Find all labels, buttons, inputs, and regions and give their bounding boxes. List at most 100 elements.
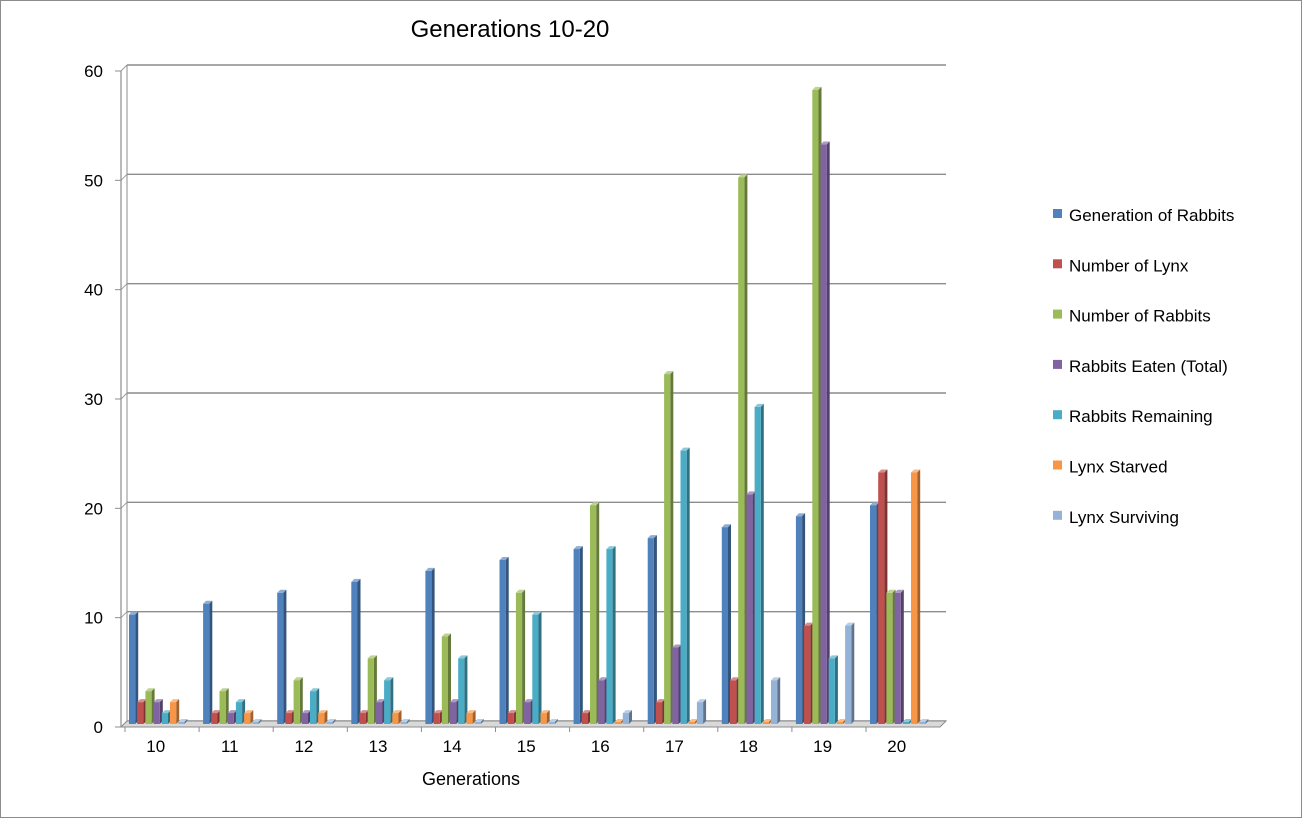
- bar: [804, 622, 814, 724]
- bar-top: [746, 491, 756, 495]
- bar-front: [458, 658, 465, 724]
- bar-front: [746, 494, 753, 724]
- bar-front: [310, 691, 317, 724]
- bar-top: [499, 557, 509, 560]
- bar-top: [310, 688, 320, 692]
- bar-front: [870, 505, 877, 724]
- bar: [285, 710, 295, 724]
- bar-side: [464, 655, 468, 724]
- bar-top: [515, 589, 526, 593]
- bar-side: [538, 611, 542, 724]
- bar: [441, 633, 451, 724]
- bar-front: [474, 722, 481, 724]
- bar: [367, 655, 377, 724]
- gridline-diag: [120, 611, 128, 619]
- bar-side: [834, 655, 838, 724]
- bar-top: [507, 710, 517, 714]
- bar: [795, 513, 806, 724]
- legend-swatch: [1053, 209, 1062, 218]
- bar-top: [730, 677, 740, 681]
- bar-side: [135, 611, 139, 724]
- bar: [318, 710, 328, 724]
- bar-top: [606, 546, 616, 550]
- bar-front: [581, 713, 588, 724]
- bar-top: [425, 567, 435, 571]
- bar: [137, 699, 147, 724]
- bar: [696, 699, 707, 724]
- bar-side: [209, 600, 213, 724]
- bar: [771, 677, 781, 724]
- bar-top: [458, 655, 468, 659]
- bar-side: [522, 589, 526, 724]
- bar-top: [235, 699, 246, 703]
- legend-item: Number of Lynx: [1053, 256, 1189, 275]
- bar: [894, 589, 904, 724]
- bar-top: [384, 677, 394, 681]
- bar: [664, 371, 674, 724]
- bar-side: [670, 371, 674, 724]
- bar: [425, 567, 435, 724]
- bar: [548, 719, 558, 724]
- legend-item: Generation of Rabbits: [1053, 206, 1234, 225]
- bar: [161, 710, 171, 724]
- bar-top: [137, 699, 147, 703]
- legend-item: Rabbits Remaining: [1053, 407, 1213, 426]
- bar-side: [826, 141, 830, 725]
- x-tick-label: 16: [591, 737, 610, 756]
- bar: [581, 710, 591, 724]
- y-tick-labels: 0 10 20 30 40 50 60: [84, 62, 103, 737]
- bar-front: [129, 614, 136, 724]
- bar-top: [301, 710, 311, 714]
- bar-side: [777, 677, 781, 724]
- bar-side: [505, 557, 509, 724]
- bar-side: [900, 589, 904, 724]
- legend-swatch: [1053, 359, 1062, 369]
- x-tick-label: 10: [146, 737, 165, 756]
- bar-front: [902, 722, 909, 724]
- bar-top: [590, 502, 600, 506]
- bar: [721, 524, 731, 724]
- bar: [375, 699, 386, 724]
- bar: [515, 589, 526, 724]
- y-tick-label: 40: [84, 281, 103, 300]
- bar: [540, 710, 550, 724]
- bar-front: [392, 713, 399, 724]
- bar-side: [357, 578, 361, 724]
- bar-side: [431, 567, 435, 724]
- bar-front: [400, 722, 407, 724]
- bar: [301, 710, 311, 724]
- bar: [812, 86, 822, 724]
- bar-top: [178, 719, 188, 722]
- bar: [384, 677, 394, 724]
- bar-side: [579, 546, 583, 724]
- bar: [680, 447, 690, 724]
- bar-top: [820, 141, 830, 145]
- bar-front: [351, 581, 358, 724]
- bar-front: [285, 713, 292, 724]
- bar: [828, 655, 838, 724]
- bar-front: [145, 691, 152, 724]
- bar-top: [277, 589, 287, 593]
- bar: [153, 699, 163, 724]
- bar-front: [203, 603, 210, 724]
- bar-front: [548, 722, 555, 724]
- bar-top: [252, 719, 262, 722]
- gridline-diag: [120, 283, 128, 291]
- bar-side: [596, 502, 600, 724]
- x-tick-labels: 10 11 12 13 14 15 16 17 18 19 20: [146, 737, 906, 756]
- bar-front: [590, 505, 597, 724]
- gridline-diag: [120, 173, 128, 181]
- bar-front: [598, 680, 605, 724]
- bar-top: [688, 719, 698, 722]
- bar-side: [917, 469, 921, 724]
- bar-front: [606, 549, 613, 724]
- legend-swatch: [1053, 510, 1062, 520]
- bar-top: [845, 622, 855, 626]
- bar: [252, 719, 262, 724]
- bar-side: [398, 710, 402, 724]
- bar-front: [886, 592, 893, 724]
- legend-label: Rabbits Remaining: [1069, 407, 1213, 426]
- bar-front: [441, 636, 448, 724]
- bar-top: [886, 589, 896, 593]
- bar-top: [696, 699, 707, 703]
